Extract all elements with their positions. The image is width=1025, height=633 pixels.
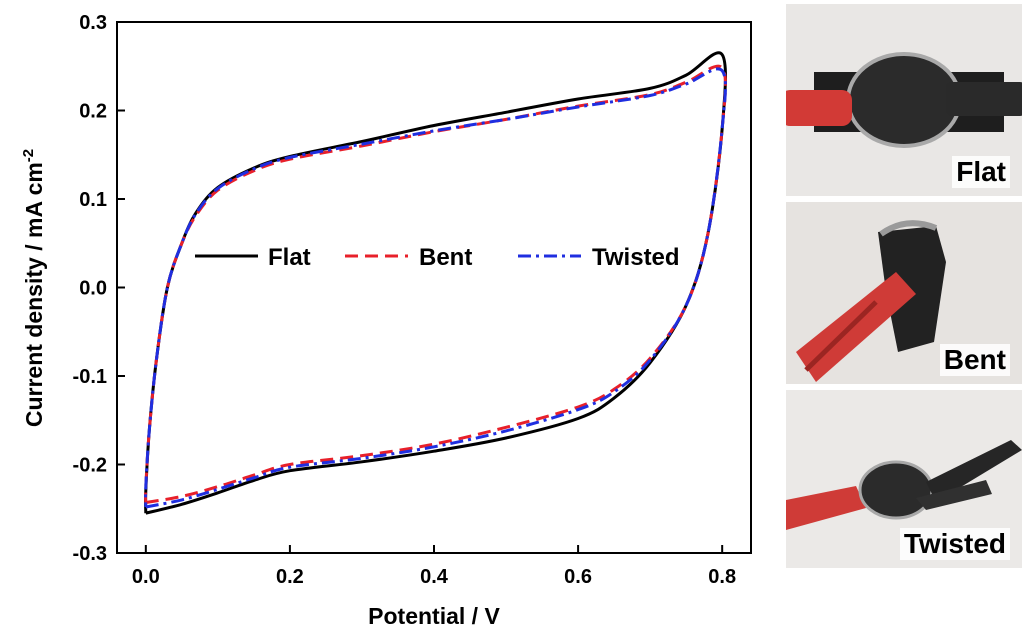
series-line-flat (144, 51, 727, 515)
x-tick-label: 0.4 (420, 566, 449, 588)
plot-frame (116, 21, 752, 554)
photo-bent-image (786, 202, 1022, 384)
x-tick-label: 0.6 (564, 566, 592, 588)
photo-flat: Flat (786, 4, 1022, 196)
photo-bent: Bent (786, 202, 1022, 384)
y-tick-label: -0.2 (73, 455, 107, 477)
y-axis-label-superscript: -2 (20, 149, 37, 162)
legend: Flat Bent Twisted (195, 244, 680, 271)
x-tick-label: 0.8 (708, 566, 736, 588)
y-axis-label-text: Current density / mA cm (21, 162, 47, 427)
tick-layer: 0.0 0.2 0.4 0.6 0.8 -0.3 -0.2 -0.1 0.0 0.1 0.2 0.3 (73, 12, 737, 588)
legend-label-twisted: Twisted (592, 244, 680, 271)
photo-bent-label: Bent (939, 344, 1010, 376)
y-axis-label: Current density / mA cm-2 (20, 149, 47, 427)
series-line-bent (144, 64, 727, 505)
x-tick-label: 0.2 (276, 566, 304, 588)
y-tick-label: 0.1 (79, 189, 107, 211)
x-axis-label: Potential / V (368, 603, 500, 629)
legend-label-flat: Flat (268, 244, 311, 271)
y-tick-label: 0.0 (79, 278, 107, 300)
photo-flat-label: Flat (952, 156, 1010, 188)
y-tick-label: -0.3 (73, 543, 107, 565)
photo-twisted-label: Twisted (899, 528, 1010, 560)
cv-chart: 0.0 0.2 0.4 0.6 0.8-0.3-0.2-0.10.00.10.20.3 … (20, 12, 752, 629)
y-tick-label: -0.1 (73, 366, 107, 388)
legend-label-bent: Bent (419, 244, 472, 271)
y-tick-label: 0.3 (79, 12, 107, 34)
series-layer (144, 51, 727, 515)
x-tick-label: 0.0 (132, 566, 160, 588)
y-tick-label: 0.2 (79, 101, 107, 123)
photo-twisted: Twisted (786, 390, 1022, 568)
series-line-twisted (144, 67, 727, 509)
